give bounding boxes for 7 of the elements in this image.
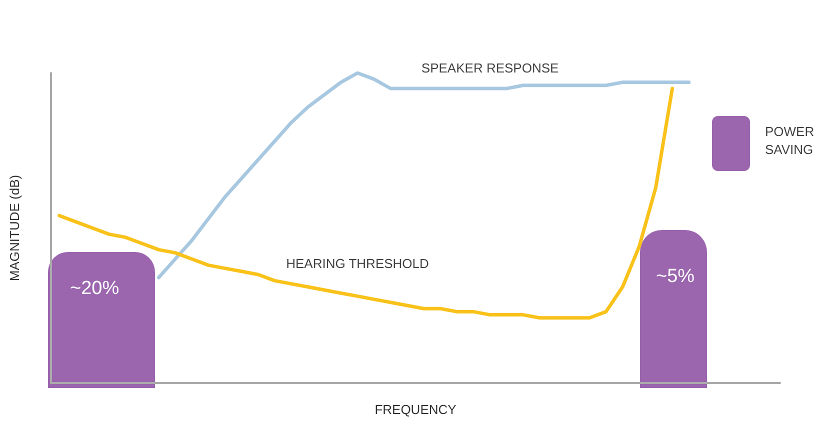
series-label: HEARING THRESHOLD <box>286 256 429 272</box>
annotation: ~5% <box>656 266 695 288</box>
annotation: ~20% <box>70 278 120 300</box>
x-axis-title: FREQUENCY <box>374 402 457 417</box>
y-axis-title: MAGNITUDE (dB) <box>7 174 22 282</box>
series-label: SPEAKER RESPONSE <box>421 60 560 76</box>
annotation: POWER SAVING <box>765 123 816 159</box>
